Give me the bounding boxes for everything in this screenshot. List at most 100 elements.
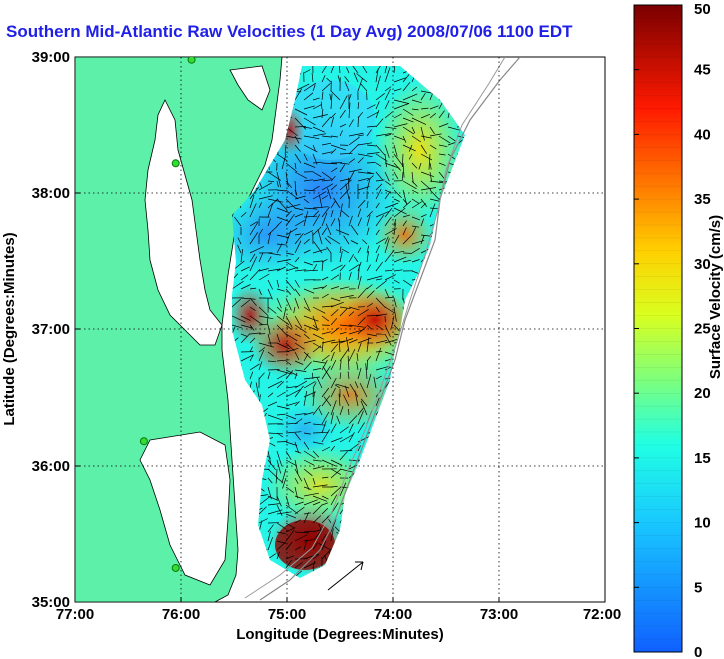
velocity-vector bbox=[339, 450, 353, 452]
velocity-vector bbox=[294, 441, 300, 454]
velocity-vector bbox=[293, 306, 296, 314]
velocity-vector bbox=[339, 189, 349, 200]
velocity-vector bbox=[276, 342, 290, 350]
velocity-vector bbox=[258, 347, 266, 353]
velocity-vector bbox=[285, 227, 298, 236]
velocity-vector bbox=[429, 144, 437, 150]
velocity-vector bbox=[321, 459, 337, 467]
velocity-vector bbox=[294, 126, 307, 128]
velocity-vector bbox=[240, 297, 256, 300]
velocity-vector bbox=[276, 306, 283, 312]
velocity-vector bbox=[276, 531, 286, 534]
velocity-vector bbox=[267, 401, 278, 407]
colorbar-tick-label: 10 bbox=[694, 515, 711, 532]
velocity-vector bbox=[312, 501, 321, 506]
velocity-vector bbox=[303, 324, 319, 331]
velocity-vector bbox=[357, 134, 365, 137]
velocity-vector bbox=[366, 360, 368, 371]
velocity-vector bbox=[303, 553, 320, 560]
velocity-vector bbox=[276, 511, 292, 515]
velocity-vector bbox=[232, 298, 242, 308]
velocity-vector bbox=[303, 353, 309, 362]
velocity-vector bbox=[312, 342, 322, 349]
velocity-vector bbox=[339, 123, 347, 128]
velocity-vector bbox=[311, 73, 314, 83]
velocity-vector bbox=[321, 315, 330, 322]
velocity-vector bbox=[294, 495, 304, 500]
velocity-vector bbox=[312, 441, 324, 445]
velocity-vector bbox=[267, 468, 279, 479]
velocity-vector bbox=[375, 214, 385, 227]
velocity-vector bbox=[249, 297, 257, 306]
colorbar-tick-label: 25 bbox=[694, 321, 711, 338]
velocity-vector bbox=[330, 148, 337, 155]
velocity-vector bbox=[393, 162, 401, 171]
velocity-vector bbox=[366, 284, 373, 290]
velocity-vector bbox=[312, 541, 319, 551]
velocity-vector bbox=[366, 333, 377, 337]
velocity-vector bbox=[258, 349, 265, 362]
velocity-vector bbox=[285, 527, 296, 533]
colorbar-tick-label: 30 bbox=[694, 256, 711, 273]
velocity-vector bbox=[418, 162, 422, 170]
velocity-vector bbox=[285, 431, 302, 434]
velocity-vector bbox=[339, 338, 354, 344]
velocity-vector bbox=[339, 324, 353, 327]
velocity-vector bbox=[326, 516, 332, 524]
velocity-vector bbox=[276, 171, 282, 188]
velocity-vector bbox=[232, 324, 242, 329]
radar-site-marker bbox=[171, 563, 180, 572]
velocity-vector bbox=[285, 180, 293, 189]
velocity-vector bbox=[303, 144, 318, 153]
axis-ticks bbox=[75, 192, 500, 602]
velocity-vector bbox=[420, 107, 429, 110]
velocity-vector bbox=[384, 180, 392, 186]
velocity-vector bbox=[411, 227, 417, 236]
velocity-vector bbox=[330, 144, 347, 151]
velocity-vector bbox=[258, 323, 269, 326]
velocity-vector bbox=[366, 104, 376, 110]
velocity-vector bbox=[294, 534, 308, 542]
velocity-vector bbox=[267, 531, 271, 542]
velocity-vector bbox=[267, 256, 272, 263]
velocity-vector bbox=[321, 420, 327, 434]
velocity-vector bbox=[375, 365, 390, 371]
velocity-vector bbox=[294, 380, 308, 389]
velocity-vector bbox=[393, 279, 400, 284]
velocity-vector bbox=[375, 66, 384, 74]
velocity-vector bbox=[249, 268, 261, 281]
velocity-vector bbox=[281, 153, 287, 170]
y-tick-label: 39:00 bbox=[32, 49, 70, 66]
velocity-vector bbox=[384, 216, 392, 227]
velocity-vector bbox=[312, 333, 325, 340]
velocity-vector bbox=[402, 259, 412, 263]
velocity-vector bbox=[456, 135, 465, 139]
velocity-vector bbox=[393, 189, 402, 199]
velocity-vector bbox=[375, 306, 380, 313]
velocity-vector bbox=[359, 382, 368, 398]
velocity-vector bbox=[357, 287, 368, 299]
velocity-vector bbox=[321, 212, 328, 227]
velocity-vector bbox=[294, 219, 305, 227]
velocity-vector bbox=[327, 235, 341, 245]
velocity-vector bbox=[294, 279, 300, 288]
velocity-vector bbox=[366, 303, 373, 308]
velocity-vector bbox=[393, 171, 399, 179]
velocity-vector bbox=[357, 199, 366, 209]
velocity-vector bbox=[384, 67, 391, 83]
velocity-vector bbox=[330, 468, 342, 476]
velocity-vector bbox=[428, 153, 431, 170]
velocity-vector bbox=[267, 288, 273, 300]
velocity-vector bbox=[341, 248, 350, 254]
velocity-vector bbox=[375, 189, 382, 200]
velocity-vector bbox=[249, 245, 265, 254]
velocity-vector bbox=[438, 110, 445, 119]
velocity-vector bbox=[348, 102, 351, 119]
velocity-vector bbox=[429, 126, 435, 135]
velocity-vector bbox=[258, 252, 264, 263]
velocity-vector bbox=[411, 117, 427, 125]
velocity-vector bbox=[285, 279, 295, 291]
velocity-vector bbox=[384, 202, 399, 209]
velocity-vector bbox=[285, 315, 293, 328]
velocity-vector bbox=[393, 77, 406, 83]
